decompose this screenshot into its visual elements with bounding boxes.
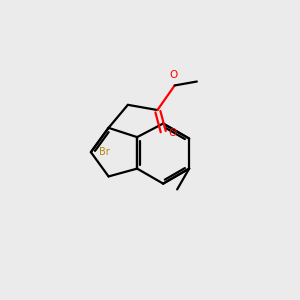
Text: O: O (169, 70, 177, 80)
Text: Br: Br (99, 147, 110, 157)
Text: O: O (169, 128, 177, 138)
